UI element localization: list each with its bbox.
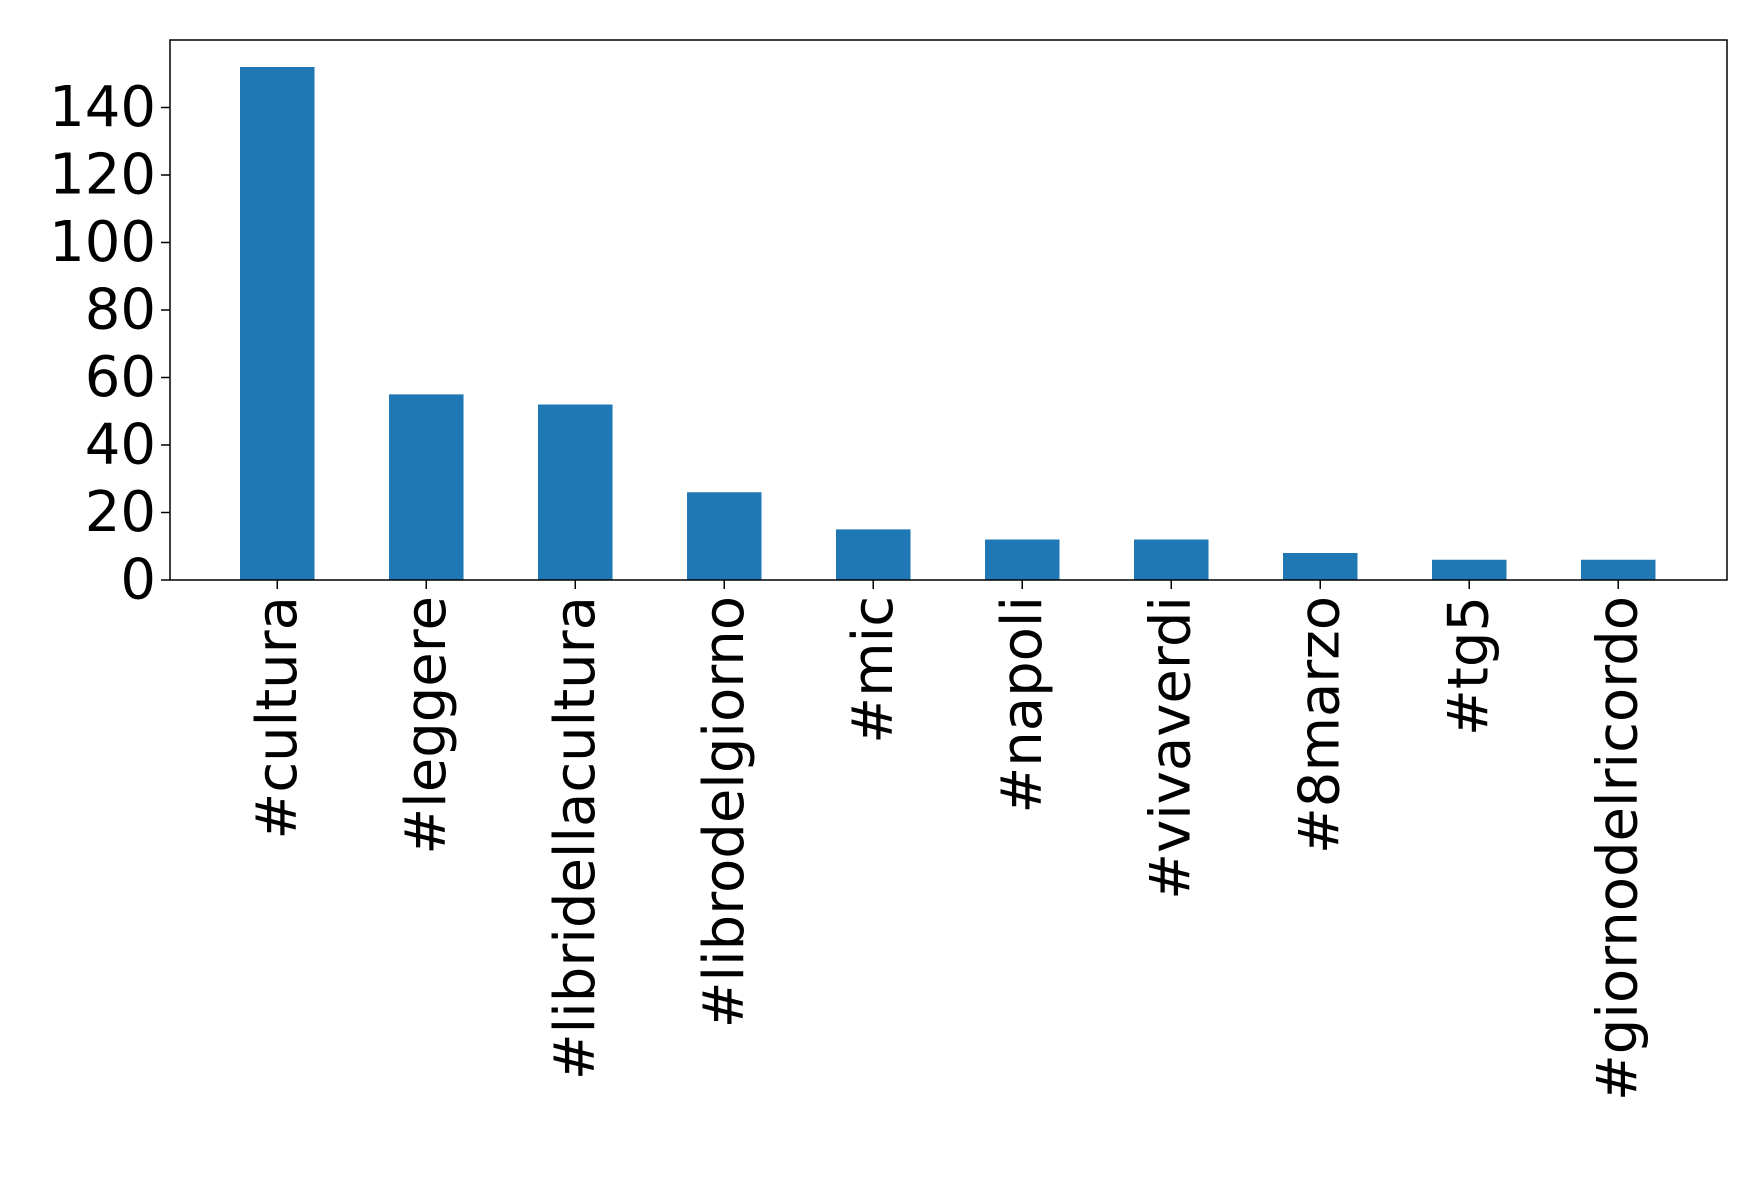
x-tick-label-leggere: #leggere [394,596,459,855]
y-tick-label: 20 [85,480,156,545]
y-tick-label: 0 [120,548,156,613]
x-tick-label-8marzo: #8marzo [1288,596,1353,854]
bar-tg5 [1431,559,1507,580]
x-tick-label-mic: #mic [841,596,906,744]
y-tick-label: 60 [85,345,156,410]
bar-giornodelricordo [1580,559,1656,580]
x-tick-label-giornodelricordo: #giornodelricordo [1586,596,1651,1101]
plot-frame [169,39,1728,581]
bar-vivaverdi [1133,539,1209,580]
bar-leggere [389,394,464,580]
y-tick-label: 120 [49,143,156,208]
y-tick-label: 80 [85,278,156,343]
bar-8marzo [1282,553,1358,580]
x-tick-label-librodelgiorno: #librodelgiorno [692,596,757,1028]
x-axis: #cultura #leggere #libridellacultura #libro… [245,580,1651,1101]
x-tick-label-vivaverdi: #vivaverdi [1139,596,1204,900]
x-tick-label-cultura: #cultura [245,596,310,840]
bar-cultura [240,67,315,580]
bar-napoli [985,539,1060,580]
x-tick-label-napoli: #napoli [990,596,1055,814]
y-tick-label: 40 [85,413,156,478]
bars-group [240,67,1656,580]
bar-libridellacultura [538,404,613,580]
y-tick-label: 140 [49,75,156,140]
x-tick-label-libridellacultura: #libridellacultura [543,596,608,1080]
y-tick-label: 100 [49,210,156,275]
bar-mic [836,529,911,580]
bar-librodelgiorno [687,492,762,580]
x-tick-label-tg5: #tg5 [1437,596,1502,736]
